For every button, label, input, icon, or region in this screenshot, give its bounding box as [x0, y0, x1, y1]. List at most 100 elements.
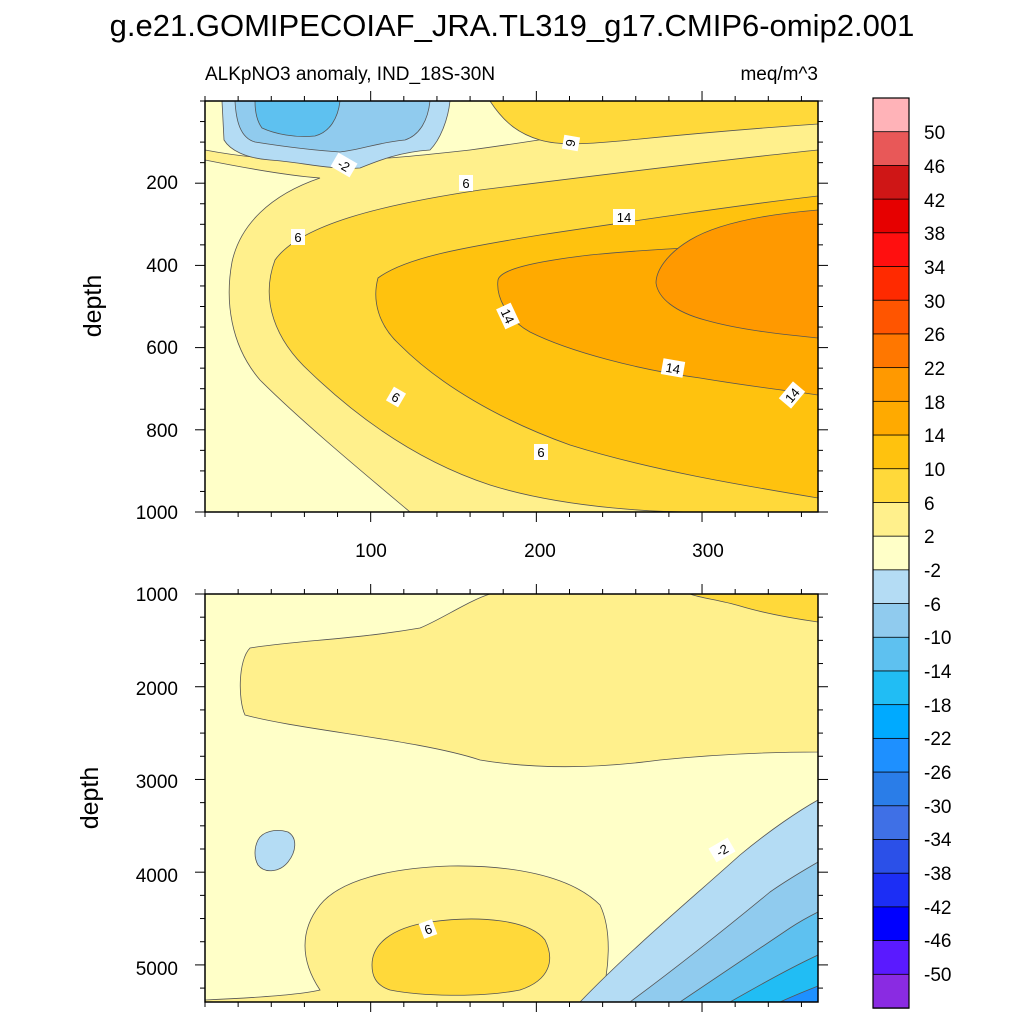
colorbar-label: -38 — [924, 864, 951, 885]
lower-ytick-label: 3000 — [136, 772, 178, 793]
lower-plot-frame — [204, 593, 819, 1003]
contour-label-text: 6 — [537, 445, 544, 460]
colorbar-label: 2 — [924, 527, 935, 548]
contour-label-bg — [330, 152, 358, 178]
contour-label-text: 14 — [664, 360, 681, 377]
colorbar-label: -2 — [924, 561, 941, 582]
contour-label-bg — [385, 386, 407, 408]
contour-label-bg — [660, 358, 686, 378]
contour-label: -2 — [330, 152, 358, 178]
colorbar-label: -22 — [924, 729, 951, 750]
lower-fill-blue-5 — [779, 985, 818, 1002]
contour-label-text: 6 — [462, 176, 469, 191]
colorbar-label: 6 — [924, 494, 935, 515]
colorbar-label: 10 — [924, 460, 945, 481]
upper-xtick-label: 100 — [355, 541, 387, 562]
colorbar-swatch — [872, 400, 910, 436]
colorbar-swatch — [872, 502, 910, 537]
colorbar-label: -6 — [924, 595, 941, 616]
colorbar-swatch — [872, 333, 910, 369]
lower-ytick-label: 2000 — [136, 679, 178, 700]
colorbar-swatch — [872, 636, 910, 672]
colorbar-label: -50 — [924, 965, 951, 986]
colorbar-label: -46 — [924, 931, 951, 952]
contour-label-text: 6 — [294, 230, 301, 245]
colorbar-swatch — [872, 97, 910, 133]
contour-label-text: 6 — [562, 138, 578, 148]
colorbar-swatch — [872, 535, 910, 571]
upper-units-label: meq/m^3 — [740, 64, 818, 85]
colorbar-swatch — [872, 468, 910, 504]
colorbar-swatch — [872, 973, 910, 1009]
upper-contour-labels: -2 6 6 14 6 14 14 6 14 6 — [291, 134, 806, 460]
colorbar-swatch — [872, 367, 910, 403]
colorbar-swatch — [872, 131, 910, 167]
lower-contour-labels: -2 6 — [418, 837, 736, 939]
colorbar-label: 34 — [924, 258, 946, 279]
colorbar-swatch — [872, 569, 910, 605]
colorbar-label: 30 — [924, 292, 945, 313]
lower-y-axis-label: depth — [76, 767, 104, 830]
colorbar-labels: 50 46 42 38 34 30 26 22 18 14 10 6 2 -2 … — [924, 123, 952, 986]
chart-title: g.e21.GOMIPECOIAF_JRA.TL319_g17.CMIP6-om… — [110, 8, 915, 43]
colorbar-swatch — [872, 940, 910, 975]
colorbar-swatch — [872, 704, 910, 740]
upper-variable-label: ALKpNO3 anomaly, IND_18S-30N — [205, 64, 495, 85]
contour-label-text: 14 — [498, 306, 518, 325]
colorbar-swatch — [872, 872, 910, 908]
contour-label: 14 — [778, 381, 806, 409]
colorbar-swatch — [872, 266, 910, 301]
contour-label-bg — [561, 134, 581, 152]
colorbar — [872, 97, 910, 1009]
lower-ytick-label: 5000 — [136, 959, 178, 980]
contour-label: 6 — [534, 444, 548, 460]
contour-label-bg — [418, 919, 438, 939]
contour-label: 14 — [496, 302, 520, 330]
contour-label-bg — [459, 175, 473, 191]
contour-label-bg — [496, 302, 520, 330]
colorbar-label: 18 — [924, 393, 945, 414]
upper-xtick-label: 200 — [524, 541, 556, 562]
colorbar-label: 26 — [924, 325, 945, 346]
colorbar-label: 38 — [924, 224, 945, 245]
upper-y-ticks: 200 400 600 800 1000 — [136, 173, 178, 524]
upper-warm-surface-patch — [489, 101, 818, 145]
contour-label-bg — [613, 209, 635, 225]
contour-label: 6 — [291, 229, 305, 245]
colorbar-label: 42 — [924, 191, 945, 212]
contour-label: 6 — [418, 919, 438, 939]
upper-ytick-label: 1000 — [136, 503, 178, 524]
upper-ytick-label: 400 — [146, 256, 178, 277]
colorbar-label: -18 — [924, 696, 951, 717]
contour-label: 6 — [385, 386, 407, 408]
contour-label-bg — [534, 444, 548, 460]
contour-label-bg — [778, 381, 806, 409]
upper-fill-level-22 — [655, 209, 818, 339]
colorbar-swatch — [872, 670, 910, 706]
lower-blue-patch — [254, 830, 296, 872]
colorbar-swatch — [872, 434, 910, 470]
colorbar-swatch — [872, 165, 910, 200]
upper-ytick-label: 600 — [146, 338, 178, 359]
upper-ytick-label: 800 — [146, 421, 178, 442]
contour-label: 14 — [660, 358, 686, 378]
colorbar-label: 22 — [924, 359, 945, 380]
axis-tick-marks — [195, 91, 828, 1012]
colorbar-label: -10 — [924, 628, 951, 649]
contour-label: 6 — [561, 134, 581, 152]
colorbar-swatch — [872, 771, 910, 807]
colorbar-label: -42 — [924, 898, 951, 919]
colorbar-swatch — [872, 737, 910, 773]
colorbar-swatch — [872, 232, 910, 268]
lower-contour-field — [205, 594, 818, 1002]
colorbar-label: -34 — [924, 830, 952, 851]
colorbar-label: 50 — [924, 123, 945, 144]
colorbar-swatch — [872, 839, 910, 874]
lower-fill-level-10 — [371, 918, 551, 996]
lower-ytick-label: 1000 — [136, 585, 178, 606]
colorbar-swatch — [872, 299, 910, 335]
upper-ytick-label: 200 — [146, 173, 178, 194]
contour-label: 14 — [613, 209, 635, 225]
lower-fill-level-6-top — [239, 594, 818, 768]
colorbar-swatch — [872, 906, 910, 942]
